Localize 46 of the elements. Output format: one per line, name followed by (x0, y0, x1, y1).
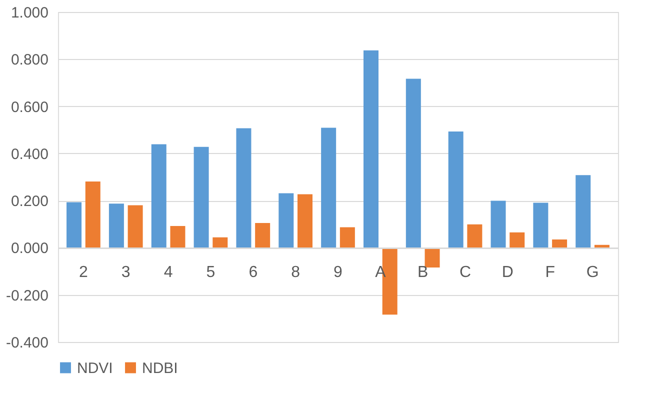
bar (66, 202, 82, 248)
x-tick-label: G (586, 264, 599, 282)
bar (298, 194, 313, 248)
legend-label: NDBI (142, 360, 178, 377)
bar (490, 200, 506, 248)
bar (278, 193, 294, 248)
bar (467, 224, 482, 248)
bar (321, 128, 336, 248)
bar (533, 202, 548, 248)
bar (236, 128, 252, 248)
x-tick-label: C (459, 264, 472, 282)
x-tick-label: 4 (164, 264, 173, 282)
bar (151, 144, 166, 248)
bar (85, 181, 100, 248)
bar (194, 146, 209, 248)
x-tick-label: 6 (248, 264, 258, 282)
y-tick-label: 0.800 (10, 52, 48, 69)
x-tick-label: 9 (334, 264, 343, 282)
bar (552, 239, 568, 248)
y-tick-label: 0.000 (10, 240, 48, 258)
bar (255, 222, 270, 248)
x-tick-label: B (418, 264, 428, 282)
bar (340, 227, 355, 248)
legend-label: NDVI (77, 360, 113, 377)
x-tick-label: 3 (121, 264, 130, 282)
x-tick-label: 5 (206, 264, 216, 282)
x-tick-label: 8 (291, 264, 300, 282)
y-tick-label: -0.400 (6, 334, 48, 352)
x-tick-label: 2 (79, 264, 88, 282)
bar (128, 205, 143, 248)
bar (406, 78, 421, 248)
y-tick-label: 0.200 (10, 193, 48, 210)
bar (576, 175, 591, 248)
bar (510, 232, 525, 248)
y-tick-label: -0.200 (6, 287, 48, 304)
y-tick-label: 1.000 (10, 4, 48, 22)
x-tick-label: F (545, 264, 556, 282)
y-tick-label: 0.600 (10, 98, 48, 116)
bar (448, 132, 464, 248)
y-tick-label: 0.400 (10, 146, 48, 163)
bar (108, 204, 124, 248)
bar (363, 50, 378, 248)
bar (170, 226, 186, 248)
bar (424, 248, 440, 268)
bar (212, 237, 228, 248)
x-tick-label: D (502, 264, 514, 282)
